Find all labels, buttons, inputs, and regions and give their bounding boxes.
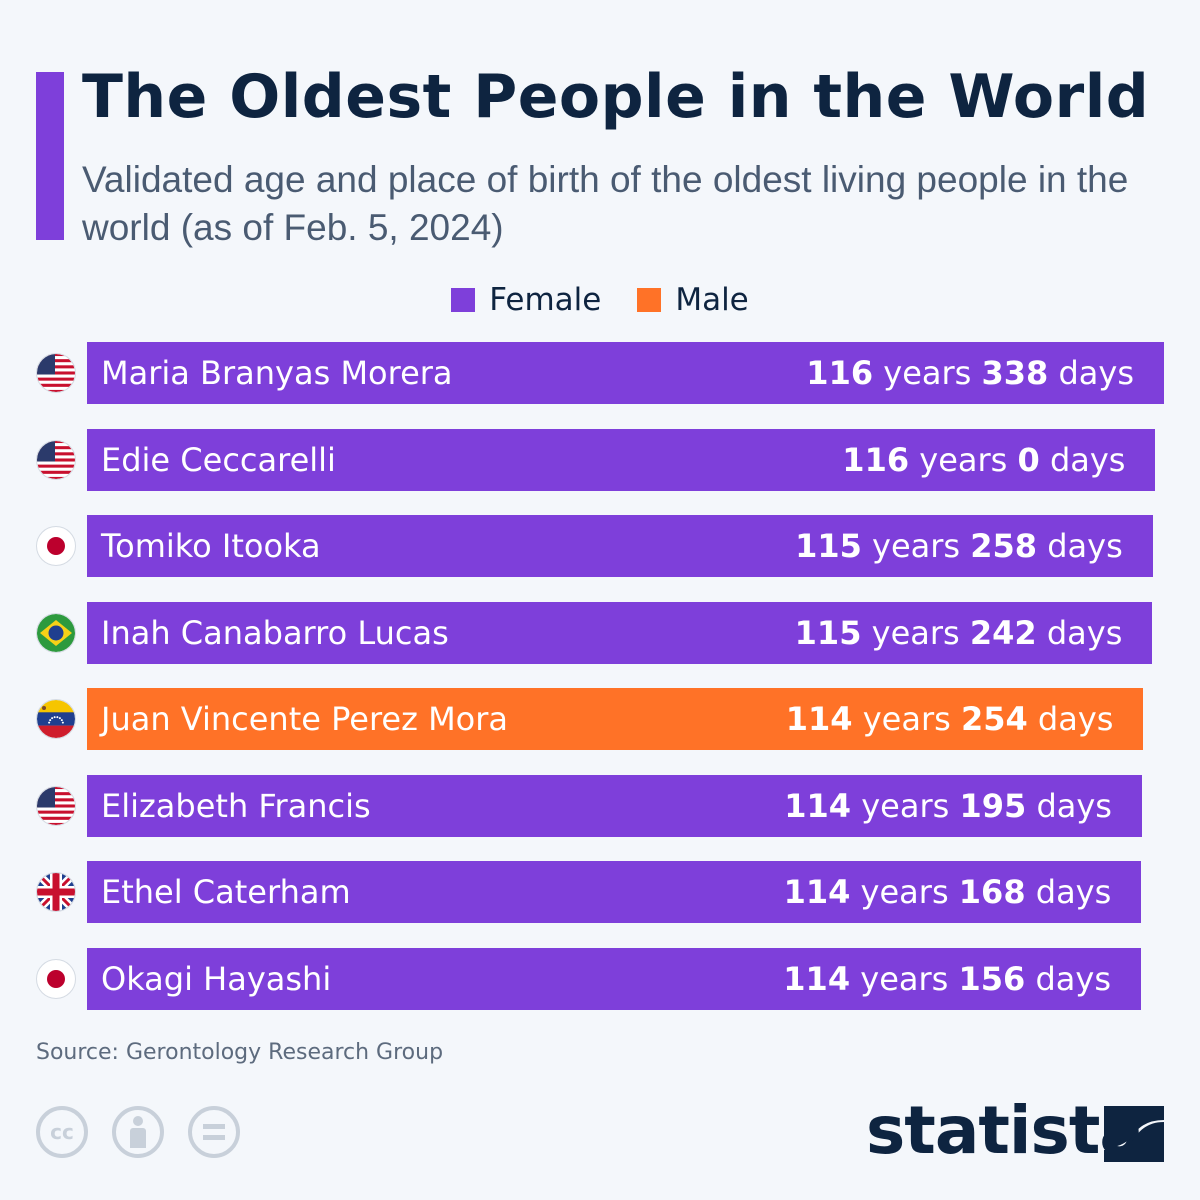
legend-swatch-female	[451, 288, 476, 312]
chart-title: The Oldest People in the World	[82, 62, 1150, 132]
bar-label: Tomiko Itooka	[101, 527, 321, 565]
bar-label: Okagi Hayashi	[101, 959, 332, 998]
bar-label: Edie Ceccarelli	[101, 440, 336, 479]
legend-swatch-male	[637, 288, 662, 312]
legend-item-female: Female	[451, 282, 601, 318]
legend-label-male: Male	[675, 282, 749, 318]
legend-label-female: Female	[489, 282, 602, 318]
bar-row: Juan Vincente Perez Mora 114 years 254 da…	[0, 688, 1200, 750]
bar-label: Inah Canabarro Lucas	[101, 613, 449, 652]
attribution-icon	[112, 1106, 164, 1158]
bar-value-label: 116 years 338 days	[806, 354, 1134, 392]
bar: Inah Canabarro Lucas 115 years 242 days	[87, 601, 1153, 664]
japan-flag-icon	[36, 958, 76, 999]
bar: Ethel Caterham 114 years 168 days	[87, 861, 1142, 923]
usa-flag-icon	[36, 353, 76, 393]
statista-logo: statista	[866, 1092, 1144, 1169]
source-note: Source: Gerontology Research Group	[36, 1040, 444, 1065]
bar-row: Ethel Caterham 114 years 168 days	[0, 861, 1200, 923]
legend: Female Male	[0, 282, 1200, 318]
cc-icon: cc	[36, 1106, 88, 1158]
accent-bar	[36, 72, 64, 240]
bar-value-label: 114 years 168 days	[783, 873, 1112, 911]
bar-row: Okagi Hayashi 114 years 156 days	[0, 947, 1200, 1010]
statista-logo-icon	[1104, 1106, 1164, 1162]
bar-value-label: 114 years 254 days	[785, 700, 1114, 738]
bar-row: Inah Canabarro Lucas 115 years 242 days	[0, 601, 1200, 664]
bar-value-label: 115 years 242 days	[794, 613, 1123, 652]
venezuela-flag-icon	[36, 699, 76, 739]
bar: Okagi Hayashi 114 years 156 days	[87, 947, 1141, 1010]
bar: Juan Vincente Perez Mora 114 years 254 da…	[87, 688, 1144, 750]
legend-item-male: Male	[637, 282, 749, 318]
license-icons: cc	[36, 1106, 240, 1158]
bar-row: Edie Ceccarelli 116 years 0 days	[0, 428, 1200, 491]
bar-value-label: 115 years 258 days	[795, 527, 1123, 565]
bar-label: Ethel Caterham	[101, 873, 351, 911]
uk-flag-icon	[36, 872, 76, 912]
bar-label: Maria Branyas Morera	[101, 354, 453, 392]
bar-value-label: 114 years 156 days	[783, 959, 1111, 998]
bar-value-label: 116 years 0 days	[842, 440, 1126, 479]
bar-row: Elizabeth Francis 114 years 195 days	[0, 774, 1200, 837]
bar-label: Juan Vincente Perez Mora	[101, 700, 509, 738]
bar: Elizabeth Francis 114 years 195 days	[87, 774, 1142, 837]
bar-row: Tomiko Itooka 115 years 258 days	[0, 515, 1200, 577]
bar-value-label: 114 years 195 days	[784, 786, 1112, 825]
bar: Tomiko Itooka 115 years 258 days	[87, 515, 1153, 577]
bar: Edie Ceccarelli 116 years 0 days	[87, 428, 1156, 491]
bar: Maria Branyas Morera 116 years 338 days	[87, 342, 1164, 404]
usa-flag-icon	[36, 439, 76, 480]
bar-label: Elizabeth Francis	[101, 786, 371, 825]
bar-row: Maria Branyas Morera 116 years 338 days	[0, 342, 1200, 404]
brazil-flag-icon	[36, 612, 76, 653]
chart-subtitle: Validated age and place of birth of the …	[82, 159, 1129, 248]
japan-flag-icon	[36, 526, 76, 566]
no-derivatives-icon	[188, 1106, 240, 1158]
usa-flag-icon	[36, 785, 76, 826]
